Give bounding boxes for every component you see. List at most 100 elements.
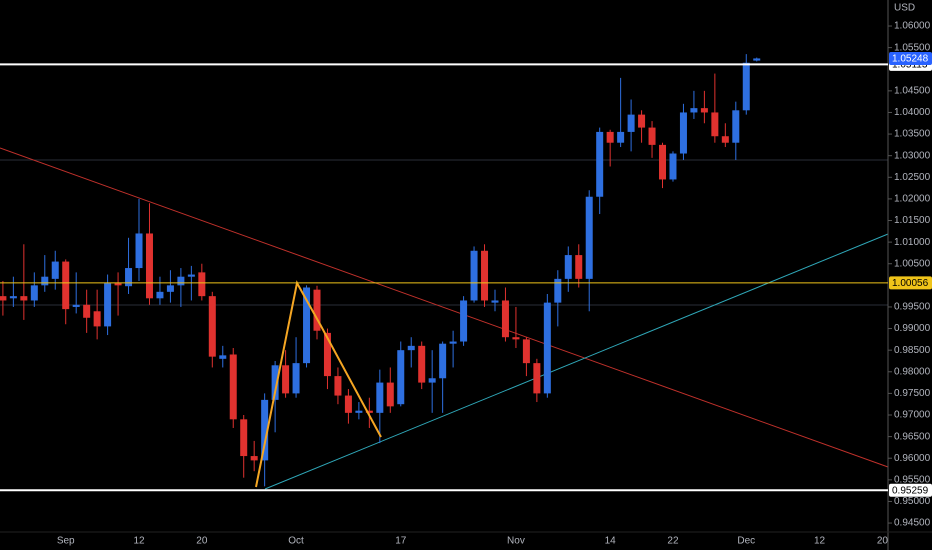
y-tick-label: 1.05500 (894, 42, 931, 53)
y-tick-label: 1.03500 (894, 129, 931, 140)
candle-body (617, 131, 625, 143)
candle-body (323, 332, 331, 377)
y-tick-label: 0.99500 (894, 302, 931, 313)
candle-body (208, 296, 216, 357)
candle-body (114, 283, 122, 286)
candle-body (648, 127, 656, 145)
candle-body (198, 272, 206, 297)
candle-body (575, 255, 583, 279)
x-tick-label: 20 (196, 536, 208, 547)
x-tick-label: Nov (507, 536, 525, 547)
candle-body (700, 108, 708, 113)
candle-body (104, 283, 112, 327)
trend-line (0, 147, 889, 468)
candle-body (470, 250, 478, 301)
candle-body (51, 261, 59, 279)
x-tick-label: 20 (877, 536, 889, 547)
candle-body (187, 274, 195, 277)
candle-body (418, 345, 426, 383)
candle-body (753, 58, 761, 61)
candle-body (41, 276, 49, 286)
pattern-drawing (255, 280, 382, 488)
candle-body (219, 355, 227, 359)
price-badge (889, 276, 932, 290)
price-badge-label: 0.95259 (892, 485, 929, 496)
candle-body (732, 110, 740, 143)
candle-body (491, 300, 499, 303)
y-tick-label: 1.02000 (894, 194, 931, 205)
y-tick-label: 1.02500 (894, 172, 931, 183)
y-tick-label: 1.04500 (894, 85, 931, 96)
candle-body (449, 341, 457, 344)
y-tick-label: 0.97500 (894, 388, 931, 399)
candle-body (533, 363, 541, 394)
candle-body (334, 376, 342, 396)
candle-body (596, 131, 604, 197)
candle-body (481, 250, 489, 301)
candle-body (627, 114, 635, 132)
candle-body (9, 296, 17, 299)
candle-body (62, 261, 70, 310)
x-tick-label: Sep (57, 536, 75, 547)
candle-body (376, 382, 384, 413)
price-badge (889, 483, 932, 497)
last-price-label: 1.05248 (892, 54, 929, 65)
candle-body (83, 304, 91, 318)
candle-body (721, 136, 729, 143)
y-tick-label: 0.95500 (894, 474, 931, 485)
candle-body (407, 345, 415, 351)
candle-body (428, 378, 436, 383)
y-tick-label: 1.00500 (894, 258, 931, 269)
x-tick-label: 12 (133, 536, 145, 547)
candle-body (554, 278, 562, 303)
candle-body (166, 285, 174, 292)
candle-body (711, 112, 719, 137)
y-tick-label: 0.97000 (894, 410, 931, 421)
candle-body (156, 291, 164, 299)
candle-body (543, 302, 551, 394)
candle-body (261, 399, 269, 461)
y-tick-label: 0.94500 (894, 518, 931, 529)
candle-body (690, 108, 698, 113)
candle-body (0, 296, 7, 301)
candle-body (292, 363, 300, 394)
candle-body (145, 233, 153, 299)
y-tick-label: 1.01500 (894, 215, 931, 226)
y-tick-label: 0.96500 (894, 431, 931, 442)
trend-line (264, 233, 889, 490)
candle-body (460, 300, 468, 342)
candle-body (20, 296, 28, 301)
x-tick-label: 14 (605, 536, 617, 547)
candle-body (72, 304, 80, 307)
price-badge-label: 1.00056 (892, 278, 929, 289)
candle-body (742, 62, 750, 111)
candle-body (313, 289, 321, 331)
candle-body (522, 339, 530, 364)
candle-body (355, 410, 363, 413)
candle-body (397, 350, 405, 405)
candle-body (606, 131, 614, 143)
x-tick-label: Oct (288, 536, 304, 547)
candle-body (177, 276, 185, 286)
x-tick-label: 17 (395, 536, 407, 547)
candle-body (344, 395, 352, 413)
candle-body (439, 343, 447, 379)
candle-body (365, 410, 373, 413)
y-tick-label: 1.01000 (894, 237, 931, 248)
candle-body (240, 419, 248, 457)
candle-body (659, 144, 667, 180)
candle-body (282, 365, 290, 394)
x-tick-label: Dec (737, 536, 755, 547)
candle-body (669, 153, 677, 180)
currency-label: USD (894, 3, 915, 14)
last-price-badge (889, 52, 932, 66)
candle-body (93, 311, 101, 327)
candle-body (638, 114, 646, 128)
y-tick-label: 0.95000 (894, 496, 931, 507)
y-tick-label: 1.06000 (894, 21, 931, 32)
candle-body (679, 112, 687, 154)
candle-body (303, 287, 311, 364)
candle-body (135, 233, 143, 269)
